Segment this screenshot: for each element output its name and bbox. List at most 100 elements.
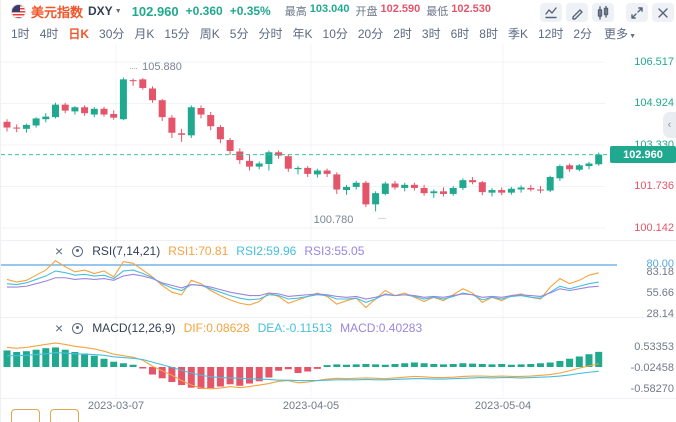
candle <box>42 116 50 120</box>
expand-icon <box>631 6 643 19</box>
candle <box>488 190 496 193</box>
tab-1时[interactable]: 1时 <box>11 26 30 41</box>
tab-12时[interactable]: 12时 <box>538 26 564 41</box>
macd-bar <box>352 364 360 367</box>
macd-bar <box>81 353 89 367</box>
rsi-title: RSI(7,14,21) <box>92 244 161 258</box>
y-axis-tick: -0.58270 <box>630 383 674 395</box>
macd-bar <box>22 351 30 367</box>
pencil-icon <box>572 8 583 20</box>
tab-月K[interactable]: 月K <box>134 26 155 41</box>
expand-button[interactable] <box>626 3 648 22</box>
line-chart-button[interactable] <box>540 3 562 22</box>
tab-日K[interactable]: 日K <box>68 26 90 41</box>
settings-icon[interactable] <box>72 322 84 334</box>
candle <box>207 115 215 127</box>
macd-bar <box>391 363 399 367</box>
tab-8时[interactable]: 8时 <box>479 26 498 41</box>
close-button[interactable] <box>652 3 674 22</box>
candle <box>3 121 11 128</box>
tab-10分[interactable]: 10分 <box>322 26 348 41</box>
tab-周K[interactable]: 周K <box>199 26 220 41</box>
candle <box>13 127 21 129</box>
stat-label: 最高 <box>284 6 307 18</box>
indicator-reading: RSI1:70.81 <box>168 244 229 258</box>
high-price-label: 105.880 <box>142 61 182 73</box>
settings-icon[interactable] <box>72 245 84 257</box>
macd-bar <box>585 354 593 367</box>
candle <box>498 190 506 193</box>
candle <box>216 127 224 140</box>
price-change: +0.360 <box>185 4 223 18</box>
rsi-line-rsi3 <box>7 273 599 300</box>
candle <box>236 151 244 161</box>
candlestick-button[interactable] <box>592 3 614 22</box>
tab-20分[interactable]: 20分 <box>357 26 384 41</box>
tab-4时[interactable]: 4时 <box>39 26 59 41</box>
price-change-percent: +0.35% <box>229 4 271 18</box>
macd-dif-line <box>6 342 599 390</box>
macd-bar <box>507 364 515 367</box>
candle <box>71 107 79 112</box>
candle <box>81 107 89 114</box>
macd-bar <box>430 363 438 367</box>
candle <box>187 107 195 136</box>
stat-label: 最低 <box>426 6 449 18</box>
tab-季K[interactable]: 季K <box>507 26 528 41</box>
bottom-tool-button[interactable] <box>11 409 40 422</box>
macd-bar <box>527 363 535 367</box>
tab-2时[interactable]: 2时 <box>393 26 412 41</box>
close-icon[interactable]: × <box>55 320 64 336</box>
macd-bar <box>42 348 50 367</box>
tab-2分[interactable]: 2分 <box>573 26 593 41</box>
candle <box>178 133 186 135</box>
tab-3时[interactable]: 3时 <box>421 26 441 41</box>
macd-bar <box>100 358 108 367</box>
tab-6时[interactable]: 6时 <box>450 26 470 41</box>
macd-bar <box>207 367 215 389</box>
macd-pane[interactable] <box>1 318 605 398</box>
candle <box>478 182 486 193</box>
macd-bar <box>139 367 147 369</box>
pencil-button[interactable] <box>566 3 588 22</box>
x-axis-date: 2023-03-07 <box>87 400 145 412</box>
tab-15分[interactable]: 15分 <box>164 26 190 41</box>
macd-bar <box>13 351 21 367</box>
candle <box>585 163 593 167</box>
tab-5分[interactable]: 5分 <box>229 26 249 41</box>
macd-bar <box>32 349 40 367</box>
close-icon[interactable]: × <box>55 243 64 259</box>
y-axis-tick: 0.53353 <box>634 341 674 353</box>
candle <box>158 100 166 118</box>
macd-bar <box>216 367 224 387</box>
symbol-code[interactable]: DXY <box>88 4 113 18</box>
candle <box>90 108 98 115</box>
macd-bar <box>119 363 127 367</box>
macd-bar <box>246 367 253 384</box>
macd-bar <box>149 367 156 375</box>
y-axis-tick: 55.66 <box>646 287 674 299</box>
macd-bar <box>197 367 205 389</box>
macd-bar <box>284 367 292 370</box>
macd-bar <box>575 356 583 367</box>
tab-年K[interactable]: 年K <box>292 26 313 41</box>
rsi-pane[interactable] <box>1 241 617 317</box>
candlestick-pane[interactable] <box>1 44 621 240</box>
macd-bar <box>3 350 11 367</box>
candle <box>372 193 380 205</box>
chevron-down-icon[interactable]: ▼ <box>114 7 122 15</box>
tab-more[interactable]: 更多▼ <box>604 26 636 41</box>
symbol-name: 美元指数 <box>31 4 84 20</box>
collapse-panel-chevron[interactable]: ‹ <box>663 112 676 138</box>
candlestick-icon <box>597 5 609 20</box>
tab-分时[interactable]: 分时 <box>258 26 283 41</box>
stat-value: 103.040 <box>309 3 350 15</box>
tab-30分[interactable]: 30分 <box>99 26 125 41</box>
macd-bar <box>488 364 496 367</box>
bottom-tool-button[interactable] <box>50 409 79 422</box>
candle <box>294 167 302 170</box>
candle <box>401 184 409 188</box>
macd-dea-line <box>7 352 599 382</box>
indicator-reading: RSI2:59.96 <box>236 244 297 258</box>
current-price-badge: 102.960 <box>610 146 676 163</box>
